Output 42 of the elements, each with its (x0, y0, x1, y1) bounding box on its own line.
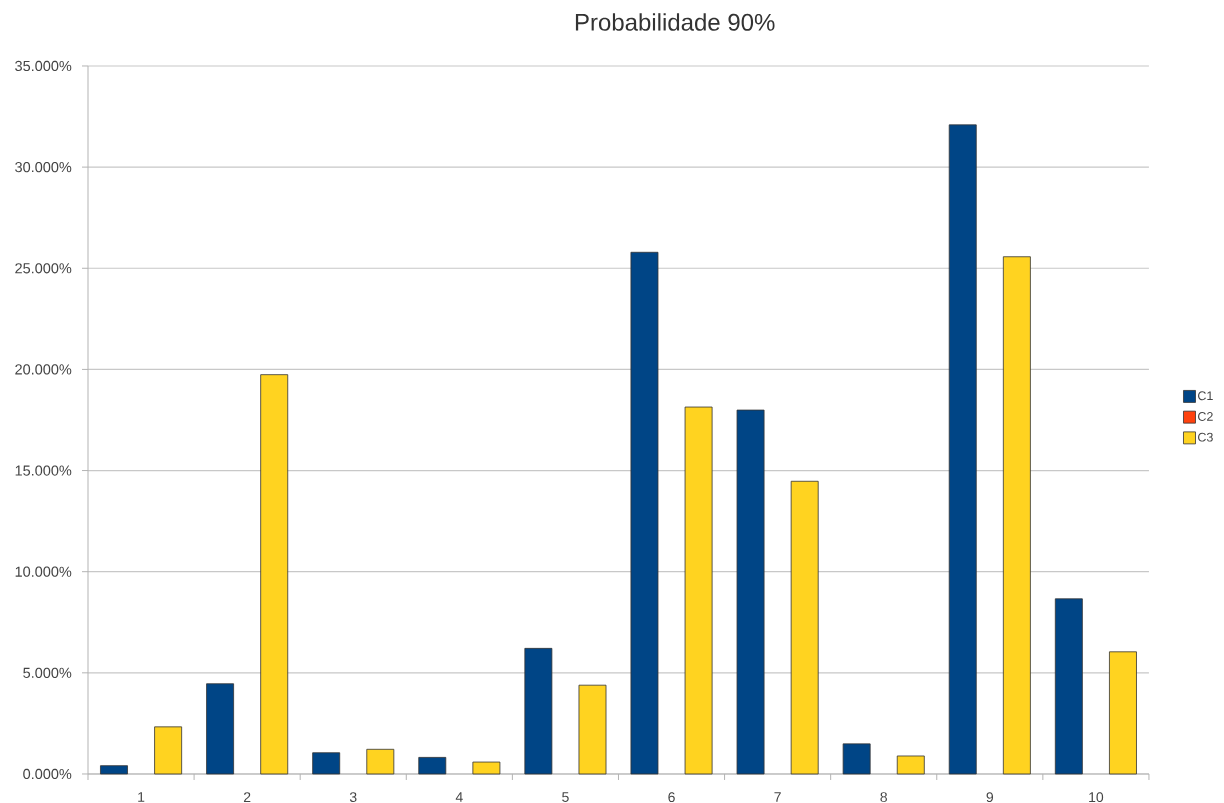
bar (1002, 256, 1031, 775)
legend-label: C2 (1198, 412, 1213, 421)
bar (154, 726, 183, 775)
bar (1109, 651, 1137, 775)
bar (418, 757, 447, 775)
bar (842, 743, 871, 775)
bar (630, 251, 659, 775)
bar (684, 406, 713, 775)
chart-title: Probabilidade 90% (575, 13, 775, 31)
bar (100, 765, 128, 775)
y-tick-label: 25.000% (15, 263, 72, 274)
bar (790, 480, 819, 775)
y-tick-label: 10.000% (15, 566, 72, 577)
x-tick-label: 4 (455, 792, 463, 802)
bar (736, 409, 765, 775)
y-tick-label: 20.000% (15, 364, 72, 375)
x-tick-label: 10 (1089, 792, 1104, 803)
y-tick-label: 35.000% (15, 60, 72, 72)
bar (948, 124, 977, 775)
bar (260, 374, 289, 775)
bar (312, 752, 341, 775)
x-tick-label: 8 (880, 792, 887, 803)
bar (366, 748, 395, 775)
y-tick-label: 5.000% (23, 667, 72, 678)
bar (578, 684, 607, 775)
x-tick-label: 5 (562, 792, 569, 802)
y-tick-label: 30.000% (15, 161, 72, 173)
bar (472, 761, 501, 775)
bar (206, 683, 235, 775)
bar (524, 647, 553, 775)
x-tick-label: 9 (986, 792, 994, 803)
x-tick-label: 1 (138, 792, 145, 802)
x-tick-label: 3 (349, 792, 357, 803)
x-tick-label: 7 (774, 792, 781, 802)
x-tick-label: 2 (243, 792, 251, 802)
legend-label: C3 (1198, 432, 1213, 442)
y-tick-label: 0.000% (23, 768, 72, 780)
y-tick-label: 15.000% (15, 465, 72, 476)
legend-label: C1 (1198, 391, 1213, 401)
bar (1054, 598, 1083, 775)
bar (896, 755, 925, 775)
x-tick-label: 6 (668, 792, 675, 803)
